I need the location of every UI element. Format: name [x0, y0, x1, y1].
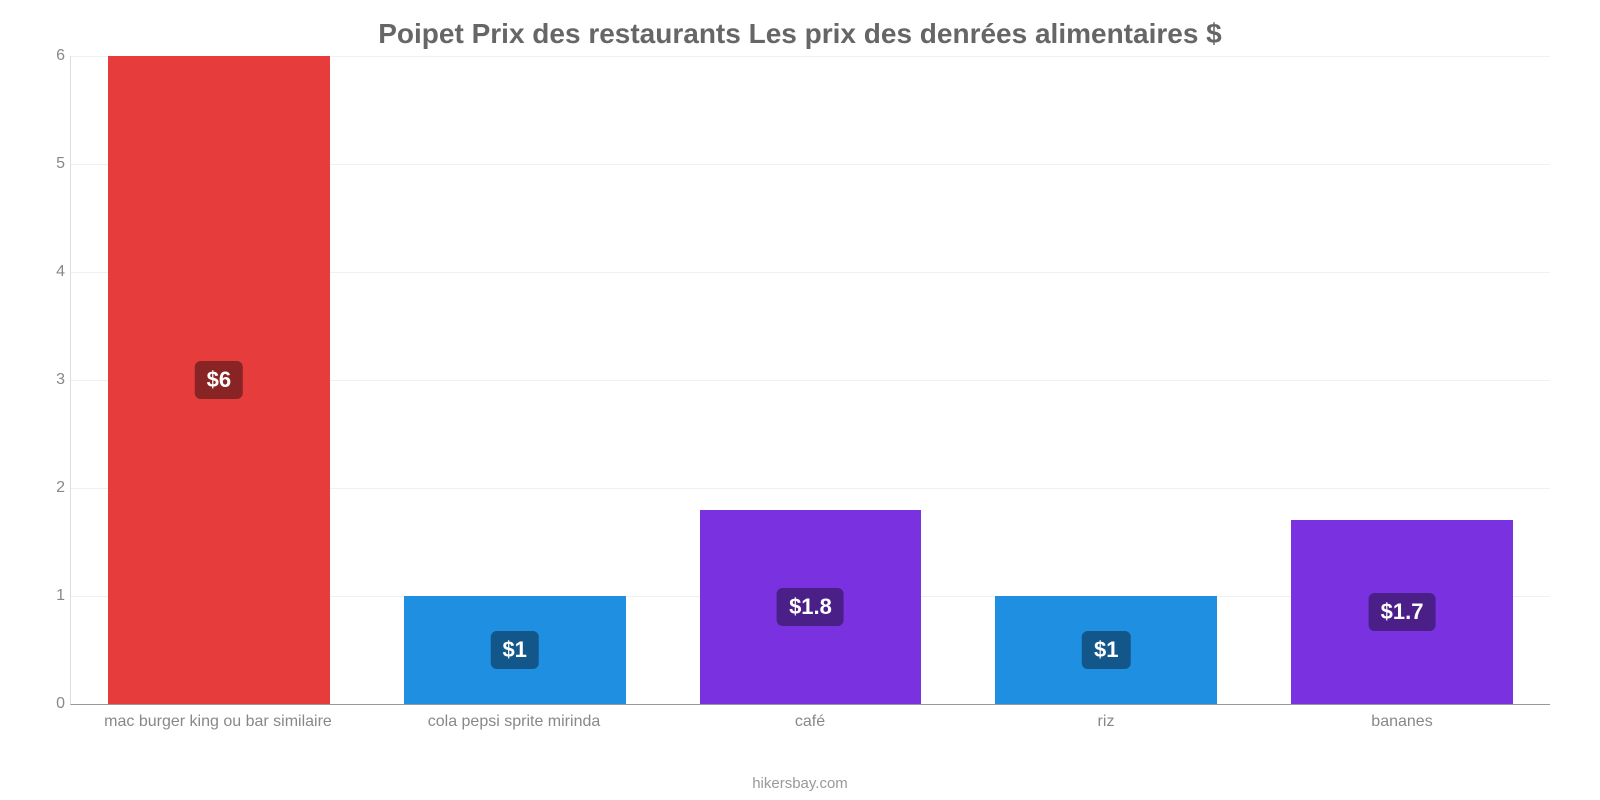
- y-tick-label: 1: [39, 587, 65, 605]
- bar: $1: [404, 596, 626, 704]
- bar-value-label: $1.8: [777, 588, 844, 626]
- bar-value-label: $1: [1082, 631, 1130, 669]
- plot-area: 0123456$6$1$1.8$1$1.7: [70, 56, 1550, 705]
- chart-footer: hikersbay.com: [0, 775, 1600, 800]
- x-tick-label: café: [795, 713, 825, 731]
- plot-region: 0123456$6$1$1.8$1$1.7 mac burger king ou…: [60, 56, 1560, 775]
- bar: $1.7: [1291, 520, 1513, 704]
- y-tick-label: 2: [39, 479, 65, 497]
- x-axis-labels: mac burger king ou bar similaire cola pep…: [70, 713, 1550, 743]
- y-tick-label: 4: [39, 263, 65, 281]
- bar-value-label: $1.7: [1369, 593, 1436, 631]
- y-tick-label: 3: [39, 371, 65, 389]
- x-tick-label: cola pepsi sprite mirinda: [428, 713, 601, 731]
- bar: $6: [108, 56, 330, 704]
- bar-value-label: $1: [490, 631, 538, 669]
- bar-value-label: $6: [195, 361, 243, 399]
- bar: $1.8: [700, 510, 922, 704]
- bar: $1: [995, 596, 1217, 704]
- price-bar-chart: Poipet Prix des restaurants Les prix des…: [0, 0, 1600, 800]
- gridline: [71, 704, 1550, 705]
- y-tick-label: 5: [39, 155, 65, 173]
- chart-title: Poipet Prix des restaurants Les prix des…: [0, 0, 1600, 56]
- y-tick-label: 6: [39, 47, 65, 65]
- x-tick-label: riz: [1098, 713, 1115, 731]
- y-tick-label: 0: [39, 695, 65, 713]
- x-tick-label: bananes: [1371, 713, 1432, 731]
- x-tick-label: mac burger king ou bar similaire: [104, 713, 332, 731]
